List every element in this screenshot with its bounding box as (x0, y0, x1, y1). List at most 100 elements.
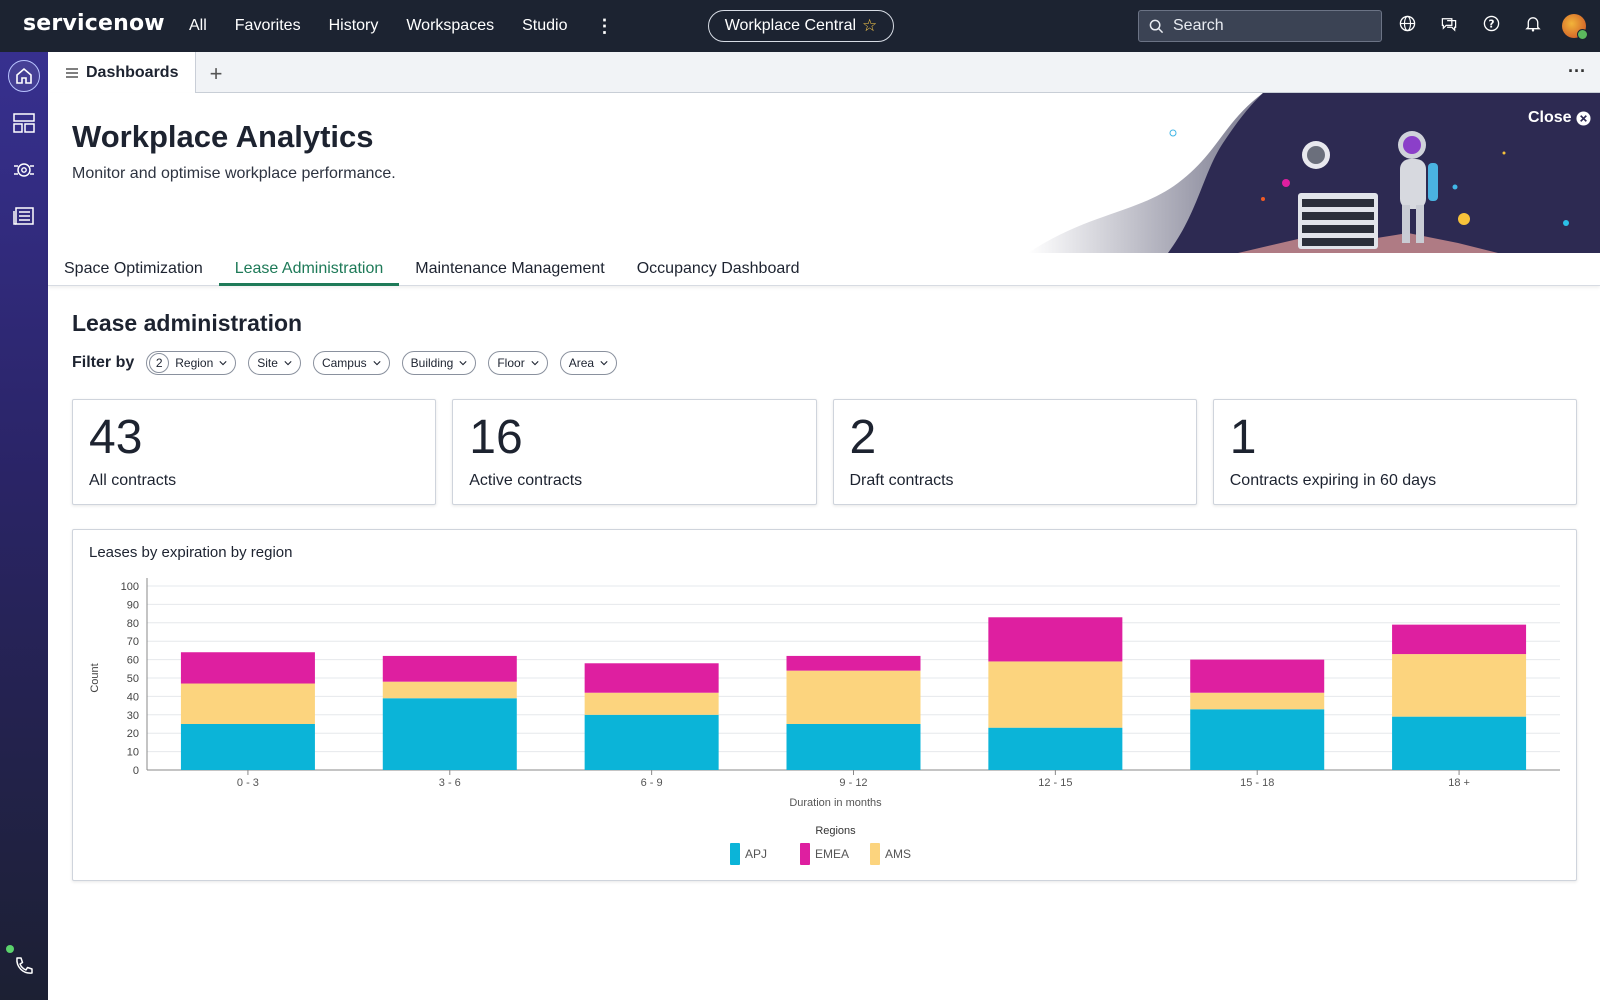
kpi-label: Active contracts (469, 472, 583, 489)
legend-label-apj: APJ (745, 847, 767, 861)
filter-floor[interactable]: Floor (488, 351, 548, 375)
kpi-value: 16 (469, 411, 523, 464)
left-rail (0, 52, 48, 1000)
nav-all[interactable]: All (189, 17, 207, 34)
kpi-value: 43 (89, 411, 143, 464)
nav-workspaces[interactable]: Workspaces (406, 17, 495, 34)
legend-label-emea: EMEA (815, 847, 849, 861)
filter-building[interactable]: Building (401, 351, 477, 375)
filter-building-label: Building (410, 356, 454, 370)
hero-banner: Workplace Analytics Monitor and optimise… (48, 93, 1600, 286)
bar-ams (180, 683, 315, 724)
y-tick-label: 100 (121, 581, 139, 593)
bar-emea (180, 652, 315, 684)
tab-lease-administration[interactable]: Lease Administration (218, 251, 400, 286)
workspace-pill[interactable]: Workplace Central ☆ (708, 10, 894, 42)
x-tick-label: 15 - 18 (1240, 777, 1274, 789)
tab-space-optimization[interactable]: Space Optimization (64, 259, 203, 277)
bar-emea (1190, 659, 1325, 693)
bar-apj (988, 727, 1123, 770)
settings-group-icon[interactable] (8, 154, 40, 186)
avatar[interactable] (1562, 14, 1588, 40)
bar-ams (786, 670, 921, 724)
tab-maintenance-management[interactable]: Maintenance Management (415, 259, 605, 277)
svg-text:?: ? (1488, 18, 1494, 30)
bar-ams (1190, 692, 1325, 710)
y-axis-label: Count (89, 663, 101, 692)
section-title: Lease administration (72, 310, 303, 336)
bar-apj (1190, 709, 1325, 770)
chart-card: Leases by expiration by region 0 10 20 30 40… (72, 529, 1577, 881)
legend-swatch-emea (800, 843, 810, 865)
kpi-value: 2 (849, 411, 877, 464)
dashboard-icon[interactable] (8, 107, 40, 139)
nav-favorites[interactable]: Favorites (234, 17, 301, 34)
filter-region[interactable]: 2 Region (146, 351, 237, 375)
y-tick-label: 10 (127, 747, 139, 759)
x-tick-label: 3 - 6 (439, 777, 461, 789)
more-horizontal-icon[interactable]: ··· (1568, 61, 1586, 81)
bar-apj (786, 724, 921, 770)
filter-area[interactable]: Area (559, 351, 618, 375)
y-tick-label: 20 (127, 728, 139, 740)
tab-occupancy-dashboard[interactable]: Occupancy Dashboard (636, 259, 800, 277)
kpi-label: All contracts (89, 472, 177, 489)
legend-swatch-ams (870, 843, 880, 865)
filter-area-label: Area (568, 356, 595, 370)
y-tick-label: 30 (127, 710, 139, 722)
phone-icon[interactable] (8, 950, 40, 982)
kpi-label: Draft contracts (849, 472, 954, 489)
filter-campus-label: Campus (321, 356, 367, 370)
chevron-down-icon (531, 361, 539, 366)
dashboard-tabs: Space Optimization Lease Administration … (48, 251, 815, 286)
hero-illustration (1028, 93, 1600, 253)
kpi-card-active-contracts[interactable]: 16 Active contracts (452, 399, 817, 505)
bar-ams (382, 681, 517, 699)
chat-icon[interactable] (1440, 14, 1458, 32)
top-navigation-bar: servicenow All Favorites History Workspa… (0, 0, 1600, 52)
y-tick-label: 40 (127, 691, 139, 703)
bar-emea (1392, 624, 1527, 655)
filter-campus[interactable]: Campus (312, 351, 390, 375)
chevron-down-icon (600, 361, 608, 366)
tab-dashboards-label: Dashboards (86, 63, 179, 81)
y-tick-label: 70 (127, 636, 139, 648)
kpi-value: 1 (1229, 411, 1257, 464)
legend-label-ams: AMS (885, 847, 911, 861)
workspace-name: Workplace Central (724, 17, 857, 34)
nav-history[interactable]: History (328, 17, 379, 34)
bell-icon[interactable] (1524, 14, 1542, 32)
chevron-down-icon (219, 361, 227, 366)
bar-apj (584, 714, 719, 770)
servicenow-logo[interactable]: servicenow (23, 11, 165, 36)
close-button[interactable]: Close (1528, 109, 1591, 127)
kpi-card-draft-contracts[interactable]: 2 Draft contracts (832, 399, 1197, 505)
more-vertical-icon[interactable]: ⋮ (595, 15, 614, 36)
kpi-card-all-contracts[interactable]: 43 All contracts (72, 399, 437, 505)
status-dot (6, 945, 14, 953)
tab-strip: Dashboards + ··· (48, 52, 1600, 93)
globe-icon[interactable] (1398, 14, 1416, 32)
search-input[interactable]: Search (1138, 10, 1382, 42)
list-lines-icon (66, 67, 78, 78)
bar-emea (382, 655, 517, 682)
bar-ams (1392, 654, 1527, 717)
x-axis-label: Duration in months (789, 797, 882, 809)
legend-title: Regions (815, 825, 856, 837)
help-icon[interactable]: ? (1482, 14, 1500, 32)
home-icon[interactable] (8, 60, 40, 92)
main-nav: All Favorites History Workspaces Studio … (189, 0, 613, 52)
kpi-card-expiring-contracts[interactable]: 1 Contracts expiring in 60 days (1212, 399, 1577, 505)
nav-studio[interactable]: Studio (522, 17, 568, 34)
x-tick-label: 0 - 3 (237, 777, 259, 789)
tab-dashboards[interactable]: Dashboards (48, 52, 196, 93)
star-icon[interactable]: ☆ (862, 16, 878, 35)
bar-emea (988, 617, 1123, 662)
close-label: Close (1528, 109, 1572, 126)
list-icon[interactable] (8, 200, 40, 232)
chevron-down-icon (284, 361, 292, 366)
filter-site[interactable]: Site (248, 351, 301, 375)
add-tab-button[interactable]: + (209, 61, 223, 86)
bar-ams (988, 661, 1123, 728)
filter-label: Filter by (72, 354, 135, 371)
